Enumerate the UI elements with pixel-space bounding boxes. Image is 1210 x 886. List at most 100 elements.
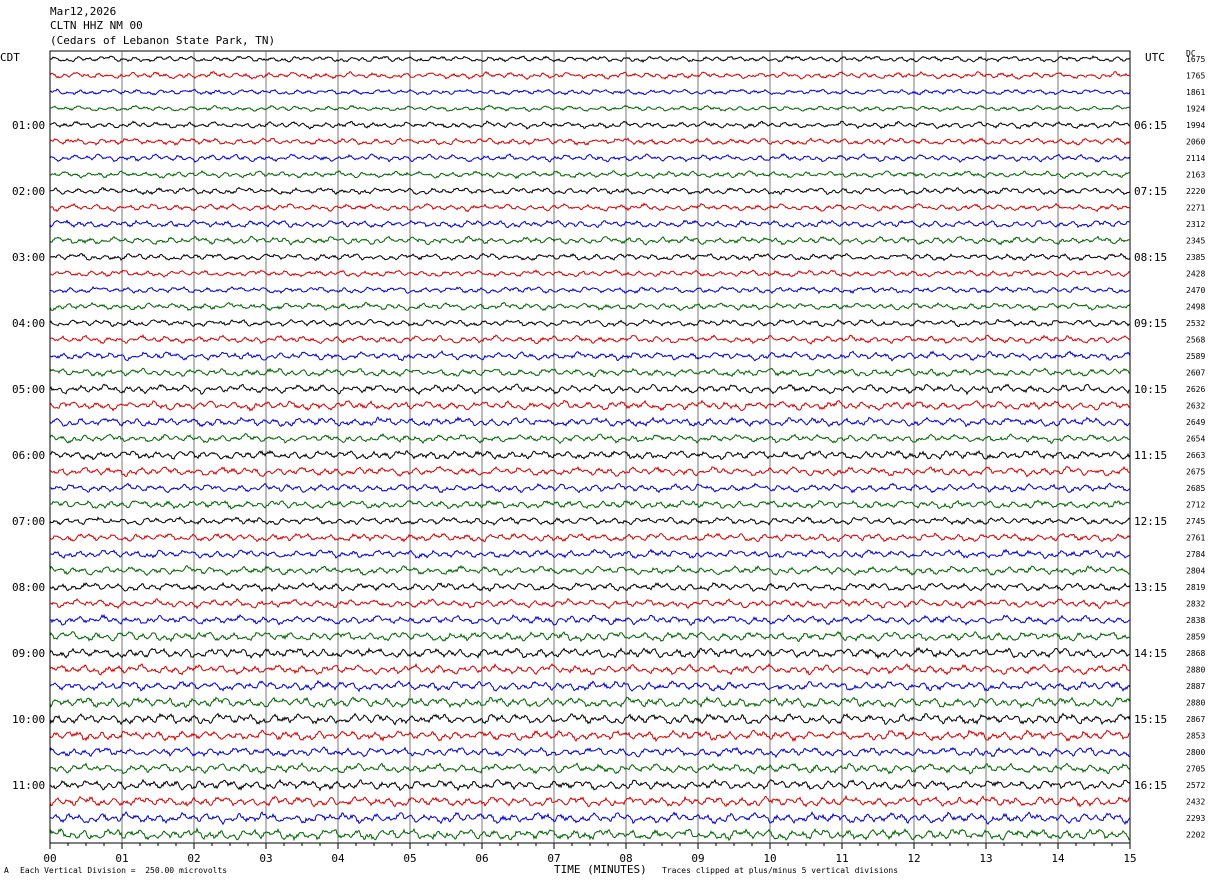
right-hour-label: 09:15 xyxy=(1134,317,1167,330)
x-tick-label: 05 xyxy=(403,852,416,865)
dc-offset-label: 2114 xyxy=(1186,154,1205,163)
seismic-trace xyxy=(49,301,1131,312)
left-hour-label: 08:00 xyxy=(12,581,45,594)
dc-offset-label: 2532 xyxy=(1186,319,1205,328)
x-tick-label: 09 xyxy=(691,852,704,865)
seismic-trace xyxy=(49,794,1131,808)
dc-offset-label: 2163 xyxy=(1186,171,1205,180)
left-hour-label: 09:00 xyxy=(12,647,45,660)
dc-offset-label: 2685 xyxy=(1186,484,1205,493)
dc-offset-label: 2800 xyxy=(1186,748,1205,757)
x-tick-label: 10 xyxy=(763,852,776,865)
seismic-trace xyxy=(49,465,1131,478)
x-tick-label: 08 xyxy=(619,852,632,865)
dc-offset-label: 2428 xyxy=(1186,270,1205,279)
seismic-trace xyxy=(49,581,1131,593)
seismic-trace xyxy=(49,598,1131,610)
x-axis-title: TIME (MINUTES) xyxy=(554,863,647,876)
x-tick-label: 15 xyxy=(1123,852,1136,865)
right-hour-label: 15:15 xyxy=(1134,713,1167,726)
seismic-trace xyxy=(49,662,1131,677)
dc-offset-label: 2632 xyxy=(1186,402,1205,411)
seismic-trace xyxy=(49,70,1131,81)
seismic-trace xyxy=(49,137,1131,146)
x-tick-label: 03 xyxy=(259,852,272,865)
x-tick-label: 00 xyxy=(43,852,56,865)
dc-offset-label: 2572 xyxy=(1186,781,1205,790)
right-hour-label: 13:15 xyxy=(1134,581,1167,594)
station-code: CLTN HHZ NM 00 xyxy=(50,19,143,32)
seismic-trace xyxy=(49,120,1131,130)
dc-offset-label: 2761 xyxy=(1186,534,1205,543)
dc-offset-label: 2432 xyxy=(1186,798,1205,807)
dc-offset-label: 2626 xyxy=(1186,385,1205,394)
dc-offset-label: 1924 xyxy=(1186,105,1205,114)
right-hour-label: 06:15 xyxy=(1134,119,1167,132)
dc-offset-label: 2589 xyxy=(1186,352,1205,361)
station-location: (Cedars of Lebanon State Park, TN) xyxy=(50,34,276,47)
seismic-trace xyxy=(49,399,1131,412)
x-tick-label: 01 xyxy=(115,852,128,865)
seismic-trace xyxy=(49,613,1131,626)
seismic-trace xyxy=(49,482,1131,494)
dc-offset-label: 2867 xyxy=(1186,715,1205,724)
left-hour-label: 01:00 xyxy=(12,119,45,132)
dc-offset-label: 2312 xyxy=(1186,220,1205,229)
dc-offset-label: 2887 xyxy=(1186,682,1205,691)
left-timezone-label: CDT xyxy=(0,51,20,64)
dc-offset-label: 2293 xyxy=(1186,814,1205,823)
seismic-trace xyxy=(49,219,1131,229)
dc-offset-label: 2060 xyxy=(1186,138,1205,147)
right-hour-label: 16:15 xyxy=(1134,779,1167,792)
left-hour-label: 03:00 xyxy=(12,251,45,264)
x-tick-label: 14 xyxy=(1051,852,1065,865)
seismic-trace xyxy=(49,762,1131,775)
dc-offset-label: 2784 xyxy=(1186,550,1205,559)
seismic-trace xyxy=(49,153,1131,163)
x-tick-label: 02 xyxy=(187,852,200,865)
dc-offset-label: 2705 xyxy=(1186,765,1205,774)
seismic-trace xyxy=(49,746,1131,759)
dc-offset-label: 2220 xyxy=(1186,187,1205,196)
left-hour-label: 07:00 xyxy=(12,515,45,528)
dc-column-label: DC xyxy=(1186,49,1196,58)
dc-offset-label: 2880 xyxy=(1186,699,1205,708)
x-tick-label: 07 xyxy=(547,852,560,865)
seismic-trace xyxy=(49,333,1131,345)
dc-offset-label: 2663 xyxy=(1186,451,1205,460)
left-hour-label: 06:00 xyxy=(12,449,45,462)
seismic-trace xyxy=(49,170,1131,180)
seismic-trace xyxy=(50,252,1131,262)
seismic-trace xyxy=(49,811,1131,826)
dc-offset-label: 2832 xyxy=(1186,600,1205,609)
seismic-trace xyxy=(49,712,1131,726)
dc-offset-label: 2745 xyxy=(1186,517,1205,526)
dc-offset-label: 1861 xyxy=(1186,88,1205,97)
seismic-trace xyxy=(49,55,1131,63)
dc-offset-label: 2838 xyxy=(1186,616,1205,625)
seismic-trace xyxy=(49,630,1131,643)
clip-note: Traces clipped at plus/minus 5 vertical … xyxy=(662,866,899,875)
left-hour-label: 04:00 xyxy=(12,317,45,330)
seismic-trace xyxy=(49,564,1130,577)
seismic-trace xyxy=(49,679,1131,693)
right-hour-label: 10:15 xyxy=(1134,383,1167,396)
x-tick-label: 06 xyxy=(475,852,488,865)
dc-offset-label: 2819 xyxy=(1186,583,1205,592)
seismic-trace xyxy=(49,778,1131,792)
seismic-trace xyxy=(49,202,1131,213)
seismic-trace xyxy=(49,532,1131,543)
seismic-trace xyxy=(49,88,1131,96)
dc-offset-label: 2712 xyxy=(1186,501,1205,510)
dc-offset-label: 2202 xyxy=(1186,831,1205,840)
dc-offset-label: 2654 xyxy=(1186,435,1205,444)
seismic-trace xyxy=(49,383,1131,396)
seismic-trace xyxy=(49,186,1131,196)
left-hour-label: 05:00 xyxy=(12,383,45,396)
seismic-trace xyxy=(49,416,1131,428)
dc-offset-label: 1994 xyxy=(1186,121,1205,130)
seismic-trace xyxy=(50,548,1131,560)
plot-date: Mar12,2026 xyxy=(50,5,117,18)
x-tick-label: 12 xyxy=(907,852,920,865)
right-hour-label: 12:15 xyxy=(1134,515,1167,528)
